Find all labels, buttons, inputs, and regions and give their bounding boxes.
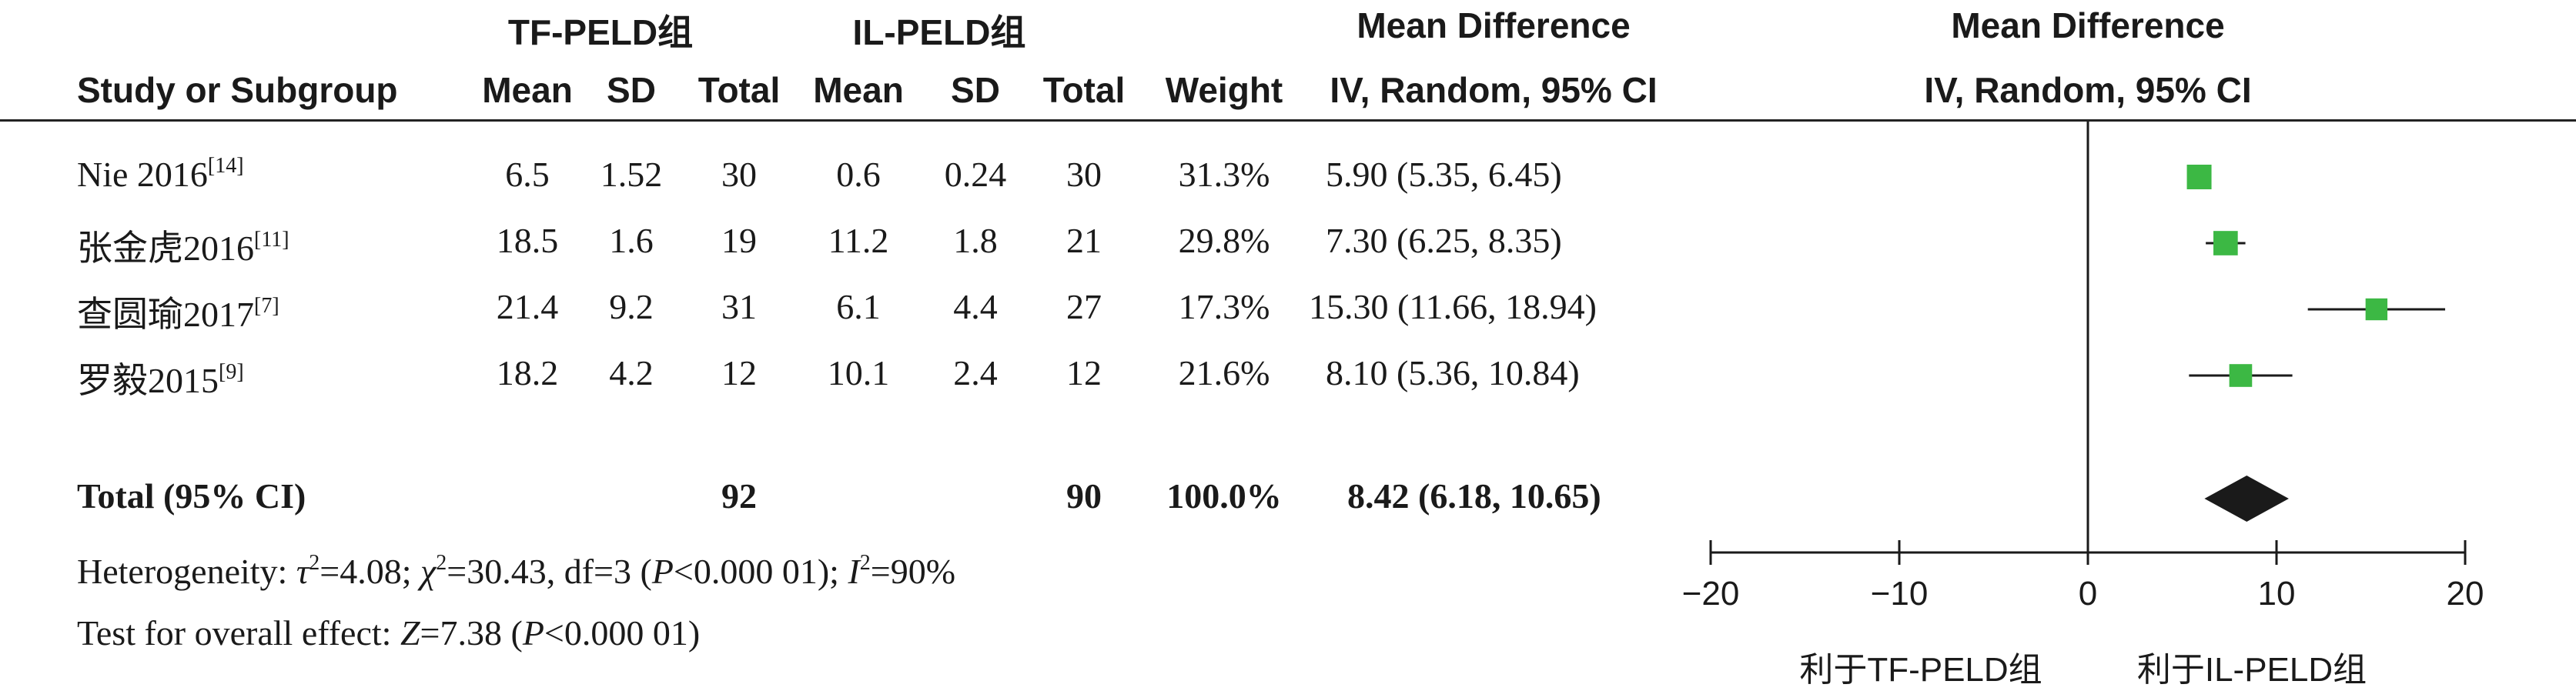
header-rule [0, 119, 2576, 122]
study-name: 罗毅2015[9] [77, 360, 244, 400]
mean2-cell: 6.1 [836, 287, 881, 326]
study-name: Nie 2016[14] [77, 154, 244, 194]
mean1-cell: 6.5 [505, 155, 550, 194]
total2-header: Total [1042, 70, 1126, 110]
mean1-header: Mean [482, 70, 573, 110]
mean2-cell: 10.1 [827, 353, 890, 392]
x-tick-label: 20 [2447, 575, 2484, 613]
plot-header-top: Mean Difference [1951, 5, 2225, 45]
md-header-top: Mean Difference [1357, 5, 1631, 45]
sd1-cell: 4.2 [609, 353, 654, 392]
mean1-cell: 18.5 [496, 221, 559, 260]
ci-cell: 15.30 (11.66, 18.94) [1309, 287, 1597, 326]
group2-header: IL-PELD组 [852, 12, 1026, 52]
study-point [2186, 165, 2212, 189]
x-tick-label: −10 [1871, 575, 1929, 613]
study-point [2365, 298, 2388, 321]
total2-sum: 90 [1066, 476, 1102, 516]
weight-cell: 31.3% [1178, 155, 1270, 194]
md-header-bottom: IV, Random, 95% CI [1330, 70, 1658, 110]
weight-cell: 29.8% [1178, 221, 1270, 260]
study-points [2186, 165, 2388, 387]
total2-cell: 12 [1066, 353, 1102, 392]
mean2-header: Mean [813, 70, 904, 110]
total2-cell: 30 [1066, 155, 1102, 194]
total1-cell: 31 [721, 287, 757, 326]
sd2-cell: 4.4 [953, 287, 998, 326]
x-tick-label: −20 [1682, 575, 1740, 613]
total-label: Total (95% CI) [77, 476, 306, 516]
mean1-cell: 18.2 [496, 353, 559, 392]
ci-cell: 5.90 (5.35, 6.45) [1326, 155, 1562, 194]
total-weight: 100.0% [1166, 476, 1282, 516]
group1-header: TF-PELD组 [507, 12, 694, 52]
ci-cell: 7.30 (6.25, 8.35) [1326, 221, 1562, 260]
x-tick-label: 10 [2258, 575, 2296, 613]
study-point [2213, 231, 2238, 255]
total-ci: 8.42 (6.18, 10.65) [1347, 476, 1601, 516]
weight-cell: 21.6% [1178, 353, 1270, 392]
weight-cell: 17.3% [1178, 287, 1270, 326]
overall-effect-test: Test for overall effect: Z=7.38 (P<0.000… [77, 613, 701, 653]
study-column-header: Study or Subgroup [77, 70, 398, 110]
sd2-cell: 2.4 [953, 353, 998, 392]
sd1-header: SD [607, 70, 656, 110]
study-name: 张金虎2016[11] [77, 228, 289, 268]
study-name: 查圆瑜2017[7] [77, 294, 279, 334]
total1-sum: 92 [721, 476, 757, 516]
plot-header-bottom: IV, Random, 95% CI [1924, 70, 2252, 110]
total2-cell: 27 [1066, 287, 1102, 326]
sd2-header: SD [951, 70, 1000, 110]
mean2-cell: 11.2 [828, 221, 889, 260]
favours-left-label: 利于TF-PELD组 [1799, 651, 2042, 689]
total1-cell: 30 [721, 155, 757, 194]
mean1-cell: 21.4 [496, 287, 559, 326]
total1-header: Total [698, 70, 781, 110]
sd1-cell: 1.52 [600, 155, 663, 194]
total1-cell: 12 [721, 353, 757, 392]
ci-lines [2189, 175, 2446, 377]
mean2-cell: 0.6 [836, 155, 881, 194]
sd2-cell: 1.8 [953, 221, 998, 260]
favours-right-label: 利于IL-PELD组 [2136, 651, 2367, 689]
sd1-cell: 9.2 [609, 287, 654, 326]
ci-cell: 8.10 (5.36, 10.84) [1326, 353, 1580, 392]
total2-cell: 21 [1066, 221, 1102, 260]
sd1-cell: 1.6 [609, 221, 654, 260]
study-point [2229, 364, 2253, 387]
heterogeneity-stats: Heterogeneity: τ2=4.08; χ2=30.43, df=3 (… [77, 551, 956, 591]
weight-header: Weight [1165, 70, 1283, 110]
sd2-cell: 0.24 [944, 155, 1007, 194]
x-tick-label: 0 [2079, 575, 2097, 613]
total1-cell: 19 [721, 221, 757, 260]
summary-diamond [2204, 476, 2289, 522]
x-axis-ticks: −20 −10 0 10 20 [1682, 540, 2484, 613]
